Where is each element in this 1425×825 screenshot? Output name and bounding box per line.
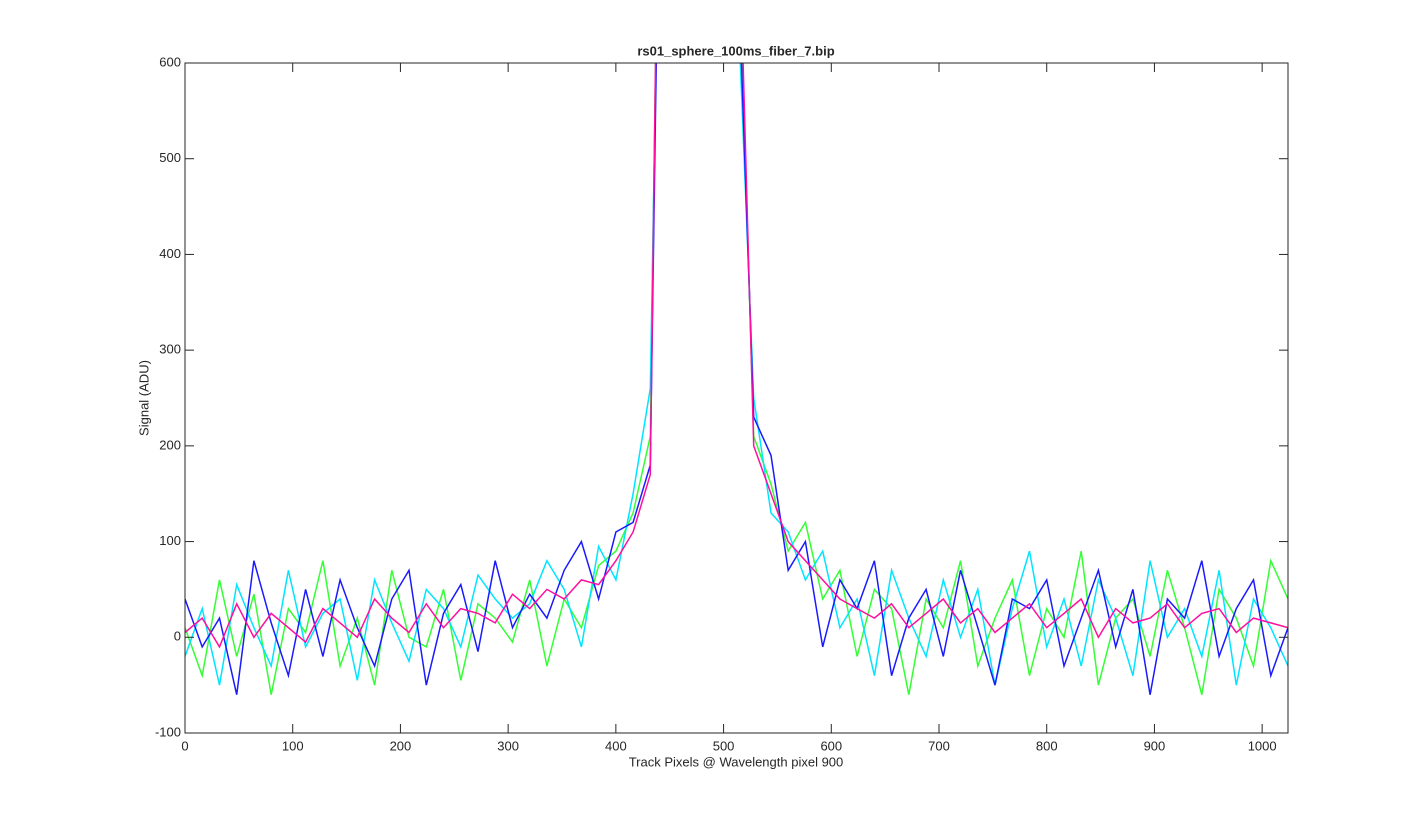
x-tick-label: 300 <box>497 738 519 753</box>
x-tick-label: 1000 <box>1248 738 1277 753</box>
y-tick-label: 500 <box>159 150 181 165</box>
chart-title: rs01_sphere_100ms_fiber_7.bip <box>637 43 834 58</box>
y-tick-label: 0 <box>174 629 181 644</box>
x-tick-label: 500 <box>713 738 735 753</box>
plot-area <box>185 63 1288 733</box>
data-line <box>185 63 1288 695</box>
x-tick-label: 900 <box>1144 738 1166 753</box>
y-tick-label: 400 <box>159 246 181 261</box>
x-tick-label: 700 <box>928 738 950 753</box>
x-tick-label: 0 <box>181 738 188 753</box>
y-tick-label: -100 <box>155 724 181 739</box>
x-tick-label: 800 <box>1036 738 1058 753</box>
x-tick-label: 200 <box>390 738 412 753</box>
x-tick-label: 400 <box>605 738 627 753</box>
lines <box>185 63 1288 695</box>
x-tick-label: 600 <box>820 738 842 753</box>
y-tick-label: 200 <box>159 437 181 452</box>
y-axis-label: Signal (ADU) <box>136 360 151 436</box>
y-tick-label: 600 <box>159 54 181 69</box>
data-line <box>185 63 1288 649</box>
x-tick-label: 100 <box>282 738 304 753</box>
x-axis-label: Track Pixels @ Wavelength pixel 900 <box>629 754 844 769</box>
y-tick-label: 300 <box>159 342 181 357</box>
data-line <box>185 63 1288 695</box>
y-tick-label: 100 <box>159 533 181 548</box>
axes-box <box>184 62 1289 734</box>
